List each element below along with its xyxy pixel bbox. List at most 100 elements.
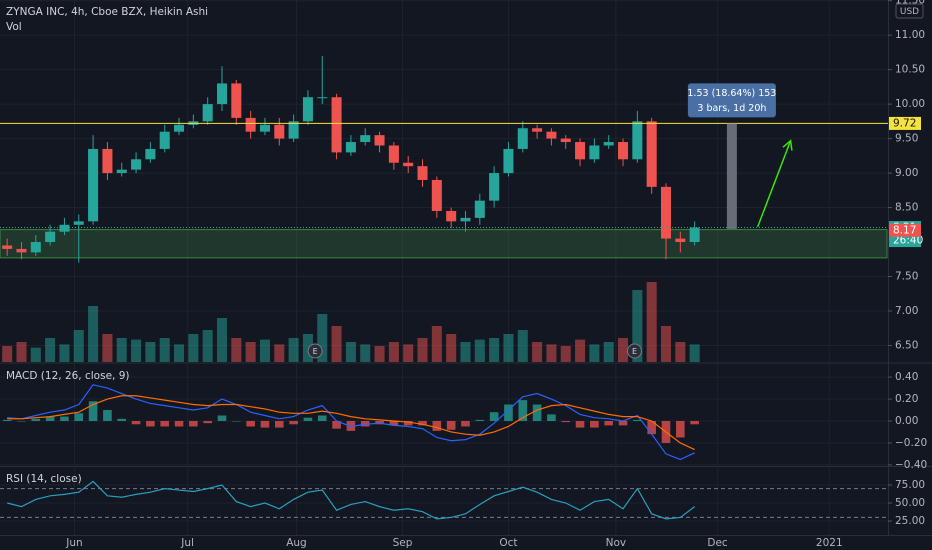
candle-body [675, 238, 686, 243]
marker-tag-bg [889, 223, 921, 237]
candle-body [503, 148, 514, 174]
histogram-bar [389, 420, 399, 426]
volume-bar [231, 338, 242, 362]
volume-bar [632, 290, 643, 362]
volume-bar [360, 344, 371, 362]
histogram-bar [60, 416, 69, 421]
volume-bar [331, 326, 342, 362]
rsi-title: RSI (14, close) [6, 473, 82, 485]
y-tick-label: 75.00 [895, 479, 925, 491]
histogram-bar [203, 420, 212, 424]
measure-bar [726, 123, 737, 229]
histogram-bar [174, 420, 184, 427]
candle-body [59, 224, 70, 232]
histogram-bar [590, 420, 599, 428]
histogram-bar [332, 420, 341, 429]
y-tick-label: −0.40 [895, 459, 927, 471]
volume-bar [102, 334, 113, 362]
histogram-bar [246, 420, 255, 427]
histogram-bar [289, 420, 298, 425]
volume-bar [618, 338, 629, 362]
y-tick-label: 10.00 [895, 98, 925, 110]
candle-body [360, 135, 371, 143]
y-tick-label: 10.50 [895, 64, 925, 76]
candle-body [431, 179, 442, 211]
candle-body [403, 162, 414, 167]
volume-bar [288, 338, 299, 362]
arrow-line [756, 140, 792, 228]
x-tick-label: Nov [606, 537, 627, 549]
volume-title: Vol [6, 21, 22, 33]
candle-body [45, 231, 56, 243]
resistance-tag: 9.72 [893, 117, 916, 129]
histogram-bar [461, 420, 470, 427]
histogram-bar [618, 420, 628, 426]
volume-bar [116, 338, 127, 362]
volume-bar [245, 342, 256, 362]
candle-body [546, 131, 557, 139]
histogram-bar [633, 419, 642, 421]
histogram-bar [131, 420, 141, 425]
x-tick-label: 2021 [816, 537, 843, 549]
volume-bar [159, 338, 170, 362]
x-tick-label: Jul [180, 537, 194, 549]
volume-bar [73, 330, 84, 362]
candle-body [116, 169, 127, 174]
candle-body [560, 138, 571, 143]
marker-tag: 8.17 [893, 224, 916, 236]
histogram-bar [446, 420, 456, 430]
indicator-line [7, 395, 695, 451]
candle-body [73, 221, 84, 225]
x-tick-label: Oct [499, 537, 517, 549]
candle-body [131, 159, 142, 170]
candle-body [388, 145, 399, 163]
measure-detail: 3 bars, 1d 20h [697, 103, 766, 114]
volume-bar [646, 282, 657, 362]
candle-body [532, 128, 543, 132]
candle-body [589, 145, 600, 160]
candle-body [274, 124, 285, 139]
volume-bar [431, 326, 442, 362]
volume-bar [575, 339, 586, 362]
y-tick-label: 0.40 [895, 371, 918, 383]
volume-bar [188, 334, 199, 362]
resistance-tag-bg [889, 116, 921, 130]
earnings-label: E [313, 347, 318, 356]
histogram-bar [189, 420, 198, 427]
measure-box [687, 83, 776, 118]
currency-box[interactable] [895, 3, 924, 19]
candle-body [317, 97, 328, 99]
histogram-bar [117, 418, 127, 421]
candle-body [159, 131, 170, 149]
candle-body [489, 173, 500, 201]
candle-body [345, 142, 356, 153]
candle-body [16, 248, 27, 253]
histogram-bar [604, 420, 614, 426]
candle-body [632, 121, 643, 160]
candle-body [417, 166, 428, 180]
y-tick-label: 0.20 [895, 393, 918, 405]
earnings-label: E [632, 347, 637, 356]
currency[interactable]: USD [900, 7, 919, 17]
histogram-bar [504, 404, 513, 421]
volume-bar [88, 306, 99, 362]
volume-bar [689, 344, 700, 362]
volume-bar [302, 334, 313, 362]
candle-body [374, 135, 385, 146]
volume-bar [489, 338, 500, 362]
candle-body [30, 242, 41, 253]
histogram-bar [17, 420, 26, 422]
y-tick-label: −0.20 [895, 437, 927, 449]
candle-body [517, 128, 528, 149]
candle-body [302, 97, 313, 122]
indicator-line [7, 480, 696, 520]
volume-bar [317, 314, 328, 362]
x-tick-label: Sep [393, 537, 413, 549]
candle-body [259, 124, 270, 132]
y-tick-label: 11.00 [895, 29, 925, 41]
earnings-marker [307, 343, 323, 359]
histogram-bar [45, 416, 55, 421]
countdown-tag: 26:40 [893, 235, 923, 247]
